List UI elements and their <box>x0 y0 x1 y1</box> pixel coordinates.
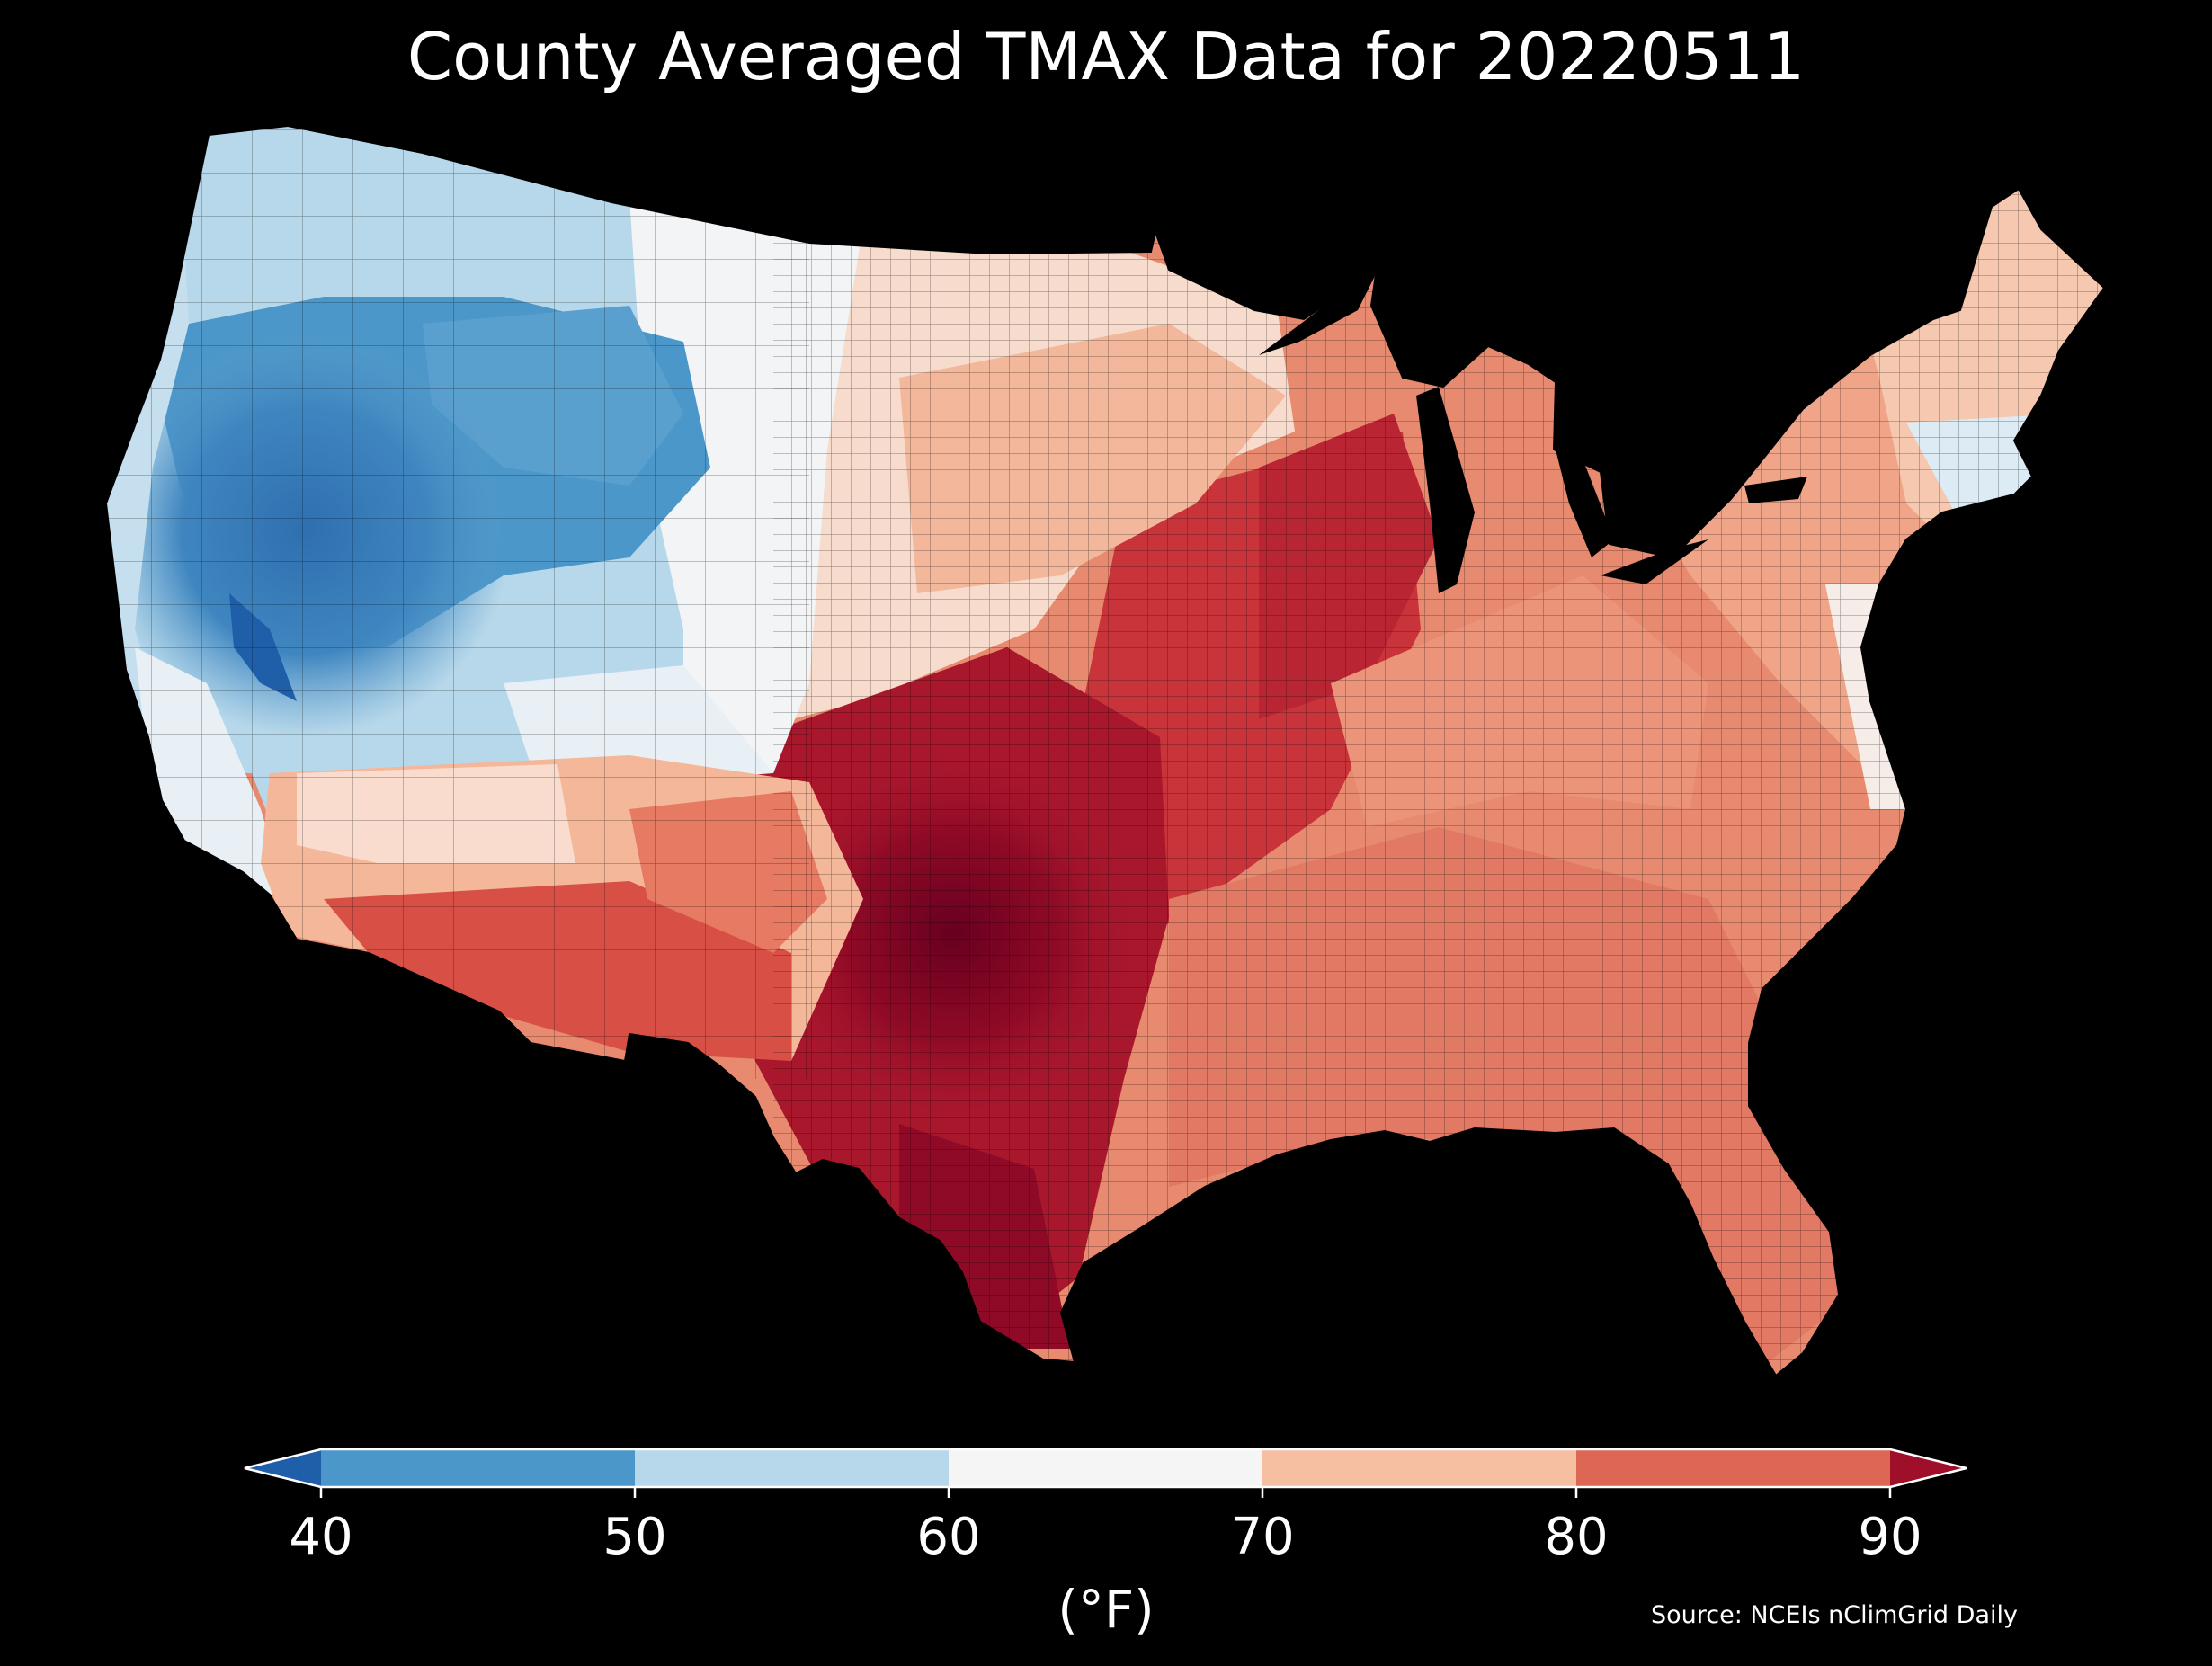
colorbar-tick-label: 60 <box>916 1508 981 1566</box>
lake-ontario <box>1744 477 1807 503</box>
colorbar-tick-label: 40 <box>289 1508 353 1566</box>
colorbar-outline <box>244 1448 1967 1489</box>
colorbar-bin-80-90 <box>1576 1449 1890 1487</box>
colorbar-tick-label: 50 <box>602 1508 667 1566</box>
county-boundaries-east <box>773 135 2104 1376</box>
colorbar-bin-60-70 <box>949 1449 1262 1487</box>
map-title: County Averaged TMAX Data for 20220511 <box>406 19 1806 94</box>
county-choropleth-map <box>104 124 2106 1377</box>
lake-erie <box>1601 539 1708 584</box>
colorbar-bin-40-50 <box>321 1449 635 1487</box>
us-outline <box>104 124 2106 1377</box>
lake-huron <box>1556 450 1614 557</box>
colorbar-tick-label: 70 <box>1230 1508 1295 1566</box>
colorbar-units-label: (°F) <box>1057 1579 1155 1640</box>
colorbar-extend-high <box>1890 1449 1967 1487</box>
county-boundaries-west <box>106 126 809 1079</box>
colorbar-ticks <box>319 1487 1892 1498</box>
colorbar-tick-label: 90 <box>1858 1508 1922 1566</box>
colorbar-extend-low <box>245 1449 321 1487</box>
lake-superior <box>1259 274 1376 355</box>
source-attribution: Source: NCEIs nClimGrid Daily <box>1651 1601 2018 1629</box>
lake-michigan <box>1416 387 1475 593</box>
colorbar-bin-70-80 <box>1262 1449 1576 1487</box>
colorbar-bin-50-60 <box>635 1449 949 1487</box>
colorbar-tick-label: 80 <box>1544 1508 1609 1566</box>
